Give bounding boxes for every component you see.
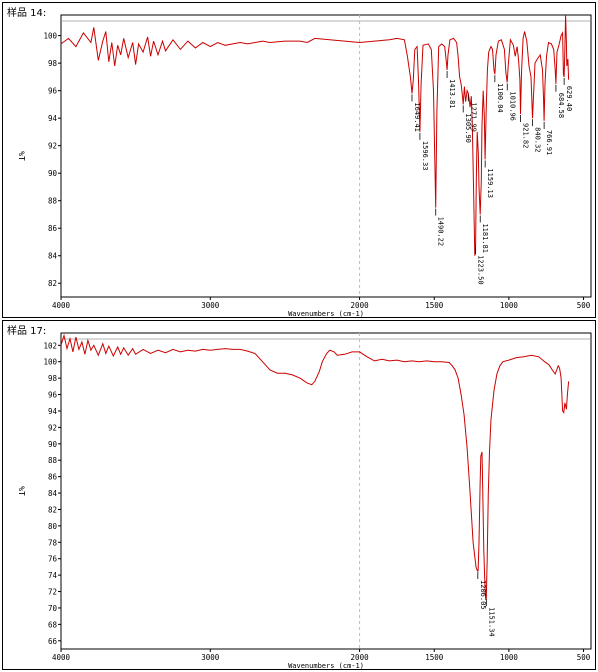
peak-label: 1305.90 [464, 113, 472, 143]
panel-title: 样品 17: [7, 326, 47, 337]
x-tick-label: 1000 [500, 653, 519, 662]
x-tick-label: 3000 [201, 653, 220, 662]
y-tick-label: 84 [48, 252, 58, 261]
y-tick-label: 90 [48, 169, 58, 178]
peak-label: 921.82 [522, 123, 530, 148]
y-tick-label: 66 [48, 637, 58, 646]
peak-label: 1490.22 [437, 217, 445, 247]
y-tick-label: 82 [48, 505, 57, 514]
peak-label: 1181.81 [481, 223, 489, 253]
x-tick-label: 1500 [425, 301, 444, 310]
peak-label: 1413.81 [448, 79, 456, 109]
peak-label: 1100.04 [496, 83, 504, 113]
y-tick-label: 94 [48, 114, 58, 123]
y-tick-label: 86 [48, 473, 58, 482]
y-axis-label: %T [17, 151, 26, 161]
y-tick-label: 78 [48, 538, 58, 547]
y-tick-label: 80 [48, 522, 58, 531]
y-tick-label: 68 [48, 620, 58, 629]
y-tick-label: 100 [43, 358, 57, 367]
y-tick-label: 88 [48, 456, 58, 465]
peak-label: 1151.34 [487, 607, 495, 637]
peak-label: 1649.41 [413, 102, 421, 132]
y-tick-label: 74 [48, 571, 58, 580]
y-tick-label: 94 [48, 407, 58, 416]
spectrum-panel-sample-17: 样品 17: 102 100 98 96 94 92 90 88 86 84 82 80 78 76 74 7… [2, 320, 596, 670]
y-tick-label: 84 [48, 489, 58, 498]
y-tick-label: 90 [48, 440, 58, 449]
y-tick-label: 70 [48, 604, 58, 613]
y-tick-label: 98 [48, 374, 58, 383]
peak-label: 684.58 [557, 93, 565, 118]
x-tick-label: 4000 [52, 653, 71, 662]
panel-title: 样品 14: [7, 8, 47, 19]
spectrum-line [60, 14, 570, 256]
x-tick-label: 2000 [351, 301, 370, 310]
peak-label: 629.40 [565, 86, 573, 111]
peak-label: 840.32 [533, 127, 541, 152]
ir-spectrum-chart-sample-14: 100 98 96 94 92 90 88 86 84 82 4000 3000 2000 1500 100… [17, 14, 592, 318]
y-tick-label: 86 [48, 224, 58, 233]
y-tick-label: 92 [48, 423, 57, 432]
x-tick-label: 1000 [500, 301, 519, 310]
peak-label: 1271.99 [469, 102, 477, 132]
peak-label: 1223.50 [477, 255, 485, 285]
spectrum-panel-sample-14: 样品 14: 100 98 96 94 92 90 88 86 84 82 4000 3000 2000… [2, 2, 596, 318]
x-tick-label: 500 [577, 301, 591, 310]
plot-frame [60, 332, 592, 650]
y-tick-label: 96 [48, 87, 58, 96]
peak-label: 1159.13 [486, 168, 494, 198]
peak-label: 1596.33 [421, 141, 429, 171]
peak-label: 1206.05 [479, 580, 487, 610]
spectrum-line [60, 333, 570, 600]
x-axis-label: Wavenumbers (cm-1) [288, 662, 364, 670]
x-tick-label: 3000 [201, 301, 220, 310]
y-tick-label: 92 [48, 142, 57, 151]
x-tick-label: 1500 [425, 653, 444, 662]
y-tick-label: 98 [48, 59, 58, 68]
y-tick-label: 72 [48, 588, 57, 597]
x-tick-label: 500 [577, 653, 591, 662]
y-tick-label: 100 [43, 32, 57, 41]
plot-frame [60, 14, 592, 298]
peak-label: 1010.96 [508, 91, 516, 121]
x-tick-label: 2000 [351, 653, 370, 662]
ir-spectrum-chart-sample-17: 102 100 98 96 94 92 90 88 86 84 82 80 78 76 74 72 70 68 66… [17, 332, 592, 670]
y-tick-label: 88 [48, 197, 58, 206]
y-tick-label: 96 [48, 391, 58, 400]
peak-label: 766.91 [545, 130, 553, 155]
x-tick-label: 4000 [52, 301, 71, 310]
y-axis-label: %T [17, 486, 26, 496]
x-axis-label: Wavenumbers (cm-1) [288, 310, 364, 318]
y-tick-label: 76 [48, 555, 58, 564]
y-tick-label: 82 [48, 279, 57, 288]
y-tick-label: 102 [43, 341, 57, 350]
